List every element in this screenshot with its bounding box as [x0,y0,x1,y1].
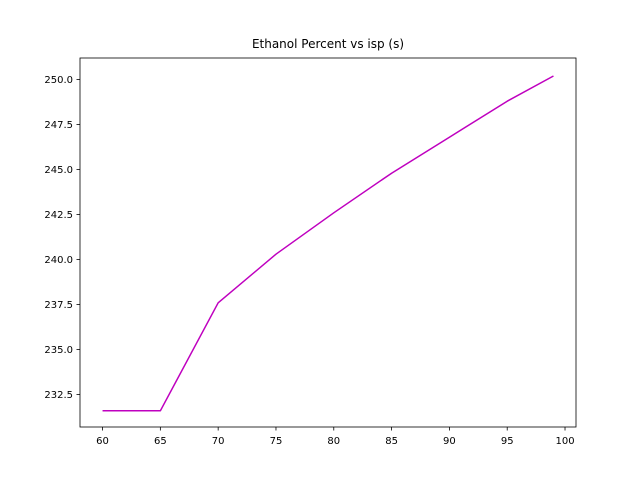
x-tick-label: 95 [501,436,514,447]
x-tick-label: 75 [270,436,283,447]
x-tick-label: 85 [385,436,398,447]
y-tick-label: 232.5 [44,390,73,401]
y-tick-label: 237.5 [44,300,73,311]
x-tick-label: 65 [154,436,167,447]
axes-frame [79,57,577,428]
y-tick-label: 250.0 [44,75,73,86]
x-tick-label: 100 [555,436,574,447]
x-axis-ticks: 60 65 70 75 80 85 90 95 100 [96,427,575,447]
series-line [102,75,554,412]
chart-title: Ethanol Percent vs isp (s) [252,37,404,51]
x-tick-label: 60 [96,436,109,447]
x-tick-label: 90 [443,436,456,447]
y-tick-label: 245.0 [44,165,73,176]
x-tick-label: 80 [327,436,340,447]
y-tick-label: 240.0 [44,255,73,266]
x-tick-label: 70 [212,436,225,447]
y-tick-label: 247.5 [44,120,73,131]
y-axis-ticks: 232.5 235.0 237.5 240.0 242.5 245.0 247.5 250.0 [44,75,80,401]
y-tick-label: 242.5 [44,210,73,221]
y-tick-label: 235.0 [44,345,73,356]
plot-area [102,75,554,412]
